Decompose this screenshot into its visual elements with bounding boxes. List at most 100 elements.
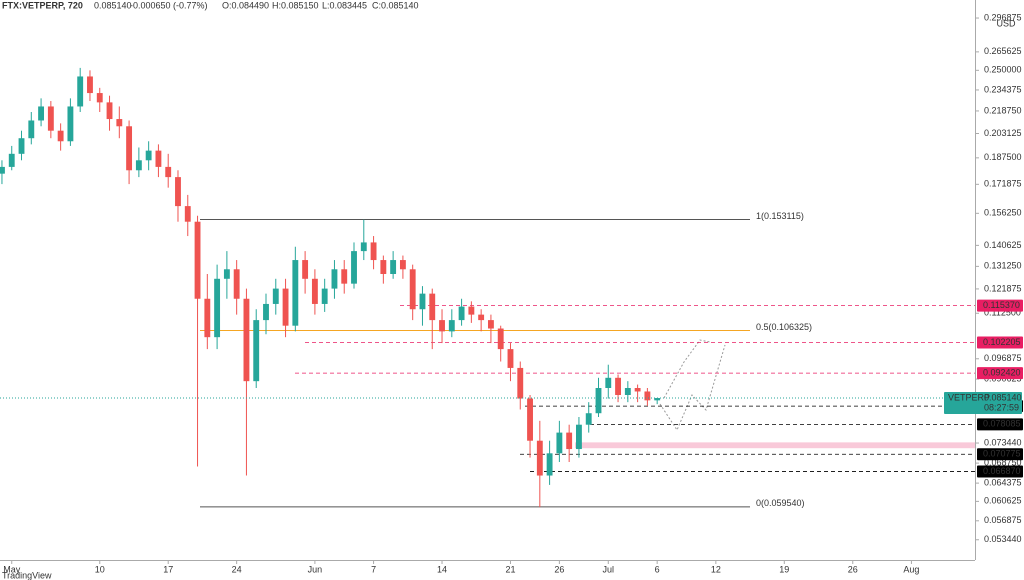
zone [575,442,975,449]
candle [546,440,553,485]
candle-body [380,260,387,274]
candle-body [292,260,299,326]
candle-body [77,76,84,107]
x-tick-label: 7 [371,564,376,574]
candle-body [38,106,45,121]
candle-body [536,440,543,476]
y-tick-label: 0.187500 [984,152,1022,162]
candle [654,398,661,405]
level-label: 0.066870 [983,466,1021,476]
candle [644,387,651,406]
candle-body [429,293,436,321]
candle-body [556,432,563,454]
candle [0,160,5,185]
candle [282,278,289,338]
candle [96,87,103,112]
symbol: FTX:VETPERP, 720 [2,0,83,10]
candle-body [253,320,260,382]
candle-body [419,293,426,310]
candle-body [595,387,602,414]
candle [380,255,387,284]
level-tag [977,448,1023,461]
candle [536,420,543,508]
level-tag [977,299,1023,312]
candle [595,377,602,417]
candle [253,309,260,388]
candle [272,278,279,315]
header: FTX:VETPERP, 720 0.085140 -0.000650 (-0.… [2,0,208,10]
candle [126,120,133,185]
candle-body [634,387,641,392]
y-tick-label: 0.096875 [984,353,1022,363]
y-tick-label: 0.060625 [984,496,1022,506]
candle [165,153,172,188]
candle [351,242,357,289]
candle [47,101,54,139]
candle [605,364,612,399]
candle-body [321,288,328,304]
x-tick-label: 21 [505,564,515,574]
level-tag [977,367,1023,380]
candle-body [370,242,377,261]
y-tick-label: 0.156250 [984,208,1022,218]
candle-body [478,314,485,321]
candle-body [135,160,142,171]
change: -0.000650 (-0.77%) [130,0,208,10]
projection [663,339,711,399]
candle [321,278,328,312]
candle [468,301,475,323]
candle-body [233,269,240,299]
candle-body [311,278,318,304]
y-tick-label: 0.234375 [984,84,1022,94]
x-tick-label: 24 [232,564,242,574]
candle-body [399,260,406,270]
candle-body [458,306,465,321]
x-tick-label: May [3,564,21,574]
candle [409,264,416,321]
y-tick-label: 0.131250 [984,261,1022,271]
candle [458,298,465,326]
candle-body [165,166,172,178]
candle-body [96,93,103,103]
x-tick-label: 6 [655,564,660,574]
x-tick-label: 26 [554,564,564,574]
y-tick-label: 0.073440 [984,437,1022,447]
candle-body [341,269,348,284]
candle-body [57,130,64,142]
countdown: 08:27:59 [984,402,1019,412]
candle-body [546,453,553,476]
candle-body [47,106,54,131]
level-tag [977,418,1023,431]
candle-body [605,377,612,388]
fib-label: 0.5(0.106325) [756,322,812,332]
candle [38,98,45,127]
candle-body [8,153,15,167]
y-tick-label: 0.171875 [984,179,1022,189]
y-tick-label: 0.064375 [984,477,1022,487]
x-tick-label: Jul [603,564,615,574]
candle [116,106,123,139]
candle-body [448,320,455,332]
candle [8,145,15,171]
candle [419,286,426,326]
candle [302,251,309,294]
last-price-name: VETPERP [948,392,990,402]
candle-body [507,349,514,368]
x-tick-label: Jun [308,564,323,574]
candle-body [214,278,221,338]
y-tick-label: 0.218750 [984,105,1022,115]
candle [576,416,582,458]
watermark: TradingView [2,570,52,580]
level-label: 0.102205 [983,337,1021,347]
candle [214,264,221,350]
candle [28,111,35,145]
candle [399,255,406,279]
candle-body [126,126,133,171]
candle [360,219,367,261]
candle-body [175,177,181,207]
candle-body [624,387,631,395]
candle [497,325,504,362]
candle-body [263,303,269,321]
currency: USD [996,18,1016,28]
